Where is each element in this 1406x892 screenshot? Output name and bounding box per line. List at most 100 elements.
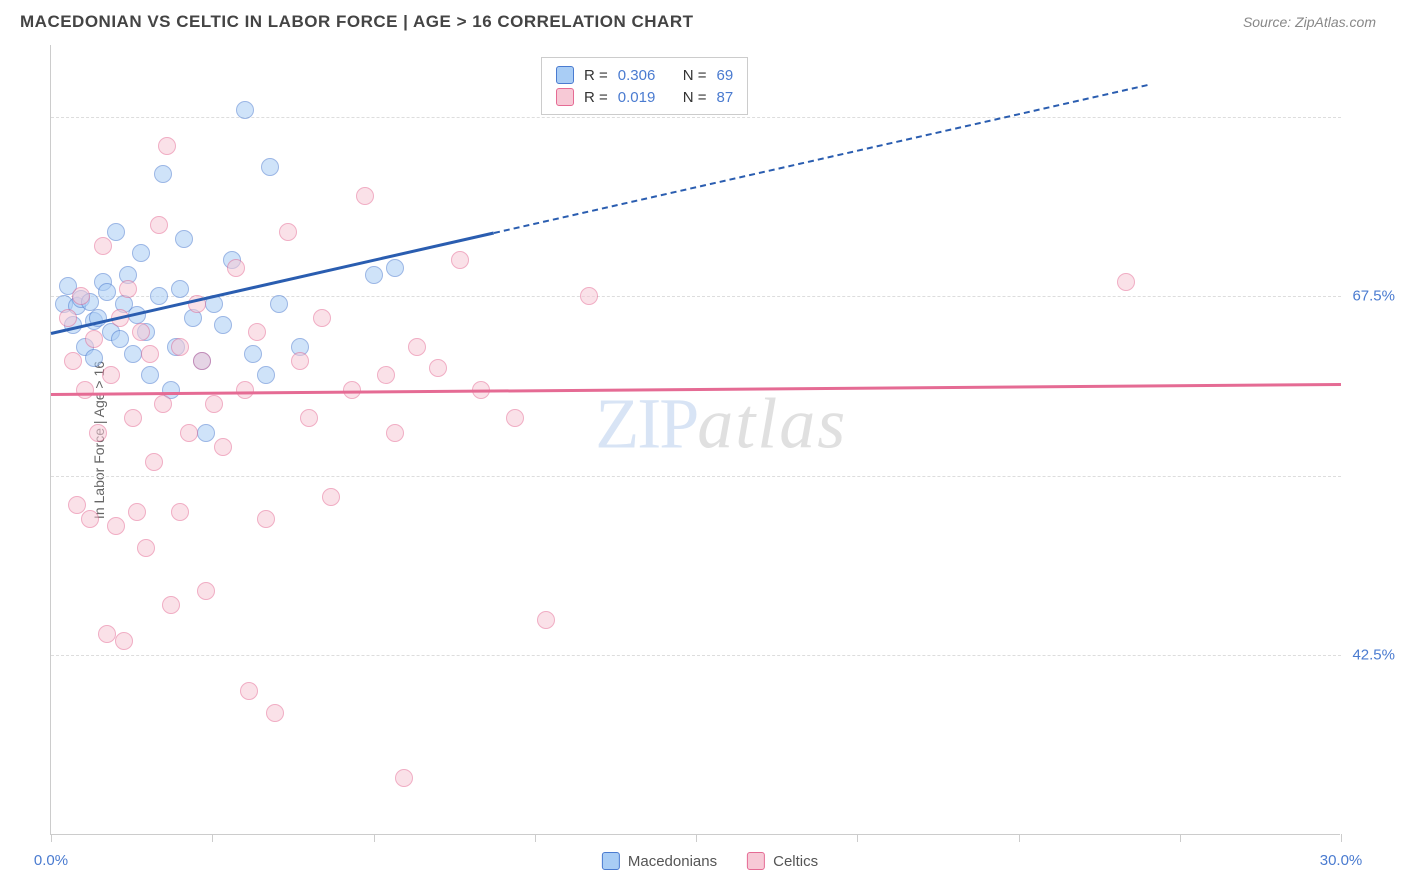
legend-n-value: 69 xyxy=(717,67,734,84)
data-point xyxy=(1117,273,1135,291)
data-point xyxy=(154,165,172,183)
gridline xyxy=(51,476,1341,477)
data-point xyxy=(205,395,223,413)
data-point xyxy=(98,625,116,643)
data-point xyxy=(98,283,116,301)
x-tick xyxy=(535,834,536,842)
x-tick xyxy=(857,834,858,842)
legend-row: R = 0.019 N = 87 xyxy=(556,86,733,108)
data-point xyxy=(291,352,309,370)
legend-label: Celtics xyxy=(773,853,818,870)
data-point xyxy=(236,381,254,399)
data-point xyxy=(124,345,142,363)
data-point xyxy=(429,359,447,377)
gridline xyxy=(51,655,1341,656)
chart-title: MACEDONIAN VS CELTIC IN LABOR FORCE | AG… xyxy=(20,12,694,32)
data-point xyxy=(171,280,189,298)
data-point xyxy=(94,237,112,255)
data-point xyxy=(102,366,120,384)
data-point xyxy=(322,488,340,506)
data-point xyxy=(141,345,159,363)
y-tick-label: 67.5% xyxy=(1352,288,1395,305)
data-point xyxy=(124,409,142,427)
data-point xyxy=(76,381,94,399)
data-point xyxy=(68,496,86,514)
data-point xyxy=(248,323,266,341)
data-point xyxy=(72,287,90,305)
series-legend: Macedonians Celtics xyxy=(602,852,818,870)
data-point xyxy=(386,424,404,442)
legend-r-value: 0.019 xyxy=(618,89,673,106)
data-point xyxy=(227,259,245,277)
data-point xyxy=(257,510,275,528)
x-tick xyxy=(1019,834,1020,842)
data-point xyxy=(89,424,107,442)
data-point xyxy=(171,503,189,521)
legend-n-label: N = xyxy=(683,89,707,106)
data-point xyxy=(214,438,232,456)
legend-row: R = 0.306 N = 69 xyxy=(556,64,733,86)
data-point xyxy=(279,223,297,241)
data-point xyxy=(386,259,404,277)
x-tick-label: 30.0% xyxy=(1320,852,1363,869)
data-point xyxy=(257,366,275,384)
data-point xyxy=(85,330,103,348)
gridline xyxy=(51,296,1341,297)
x-tick xyxy=(1180,834,1181,842)
data-point xyxy=(64,352,82,370)
data-point xyxy=(377,366,395,384)
data-point xyxy=(236,101,254,119)
data-point xyxy=(580,287,598,305)
data-point xyxy=(132,244,150,262)
legend-r-value: 0.306 xyxy=(618,67,673,84)
data-point xyxy=(451,251,469,269)
legend-swatch xyxy=(556,88,574,106)
y-tick-label: 42.5% xyxy=(1352,647,1395,664)
data-point xyxy=(270,295,288,313)
data-point xyxy=(128,503,146,521)
data-point xyxy=(137,539,155,557)
data-point xyxy=(365,266,383,284)
data-point xyxy=(180,424,198,442)
source-attribution: Source: ZipAtlas.com xyxy=(1243,14,1376,30)
scatter-chart: In Labor Force | Age > 16 ZIPatlas R =0.… xyxy=(50,45,1370,835)
x-tick xyxy=(212,834,213,842)
data-point xyxy=(162,596,180,614)
legend-swatch xyxy=(747,852,765,870)
legend-r-label: R = xyxy=(584,89,608,106)
legend-item: Macedonians xyxy=(602,852,717,870)
x-tick xyxy=(696,834,697,842)
legend-item: Celtics xyxy=(747,852,818,870)
legend-r-label: R = xyxy=(584,67,608,84)
data-point xyxy=(158,137,176,155)
data-point xyxy=(537,611,555,629)
correlation-legend: R = 0.306 N = 69 R = 0.019 N = 87 xyxy=(541,57,748,115)
data-point xyxy=(171,338,189,356)
data-point xyxy=(145,453,163,471)
data-point xyxy=(408,338,426,356)
data-point xyxy=(150,216,168,234)
data-point xyxy=(59,309,77,327)
data-point xyxy=(197,424,215,442)
data-point xyxy=(141,366,159,384)
x-tick xyxy=(51,834,52,842)
data-point xyxy=(356,187,374,205)
data-point xyxy=(132,323,150,341)
data-point xyxy=(300,409,318,427)
data-point xyxy=(154,395,172,413)
data-point xyxy=(175,230,193,248)
data-point xyxy=(197,582,215,600)
data-point xyxy=(115,632,133,650)
data-point xyxy=(111,330,129,348)
data-point xyxy=(85,349,103,367)
data-point xyxy=(107,517,125,535)
data-point xyxy=(313,309,331,327)
watermark: ZIPatlas xyxy=(595,382,847,465)
trend-line xyxy=(51,232,495,335)
data-point xyxy=(193,352,211,370)
legend-n-value: 87 xyxy=(717,89,734,106)
legend-swatch xyxy=(602,852,620,870)
data-point xyxy=(506,409,524,427)
x-tick xyxy=(1341,834,1342,842)
legend-n-label: N = xyxy=(683,67,707,84)
